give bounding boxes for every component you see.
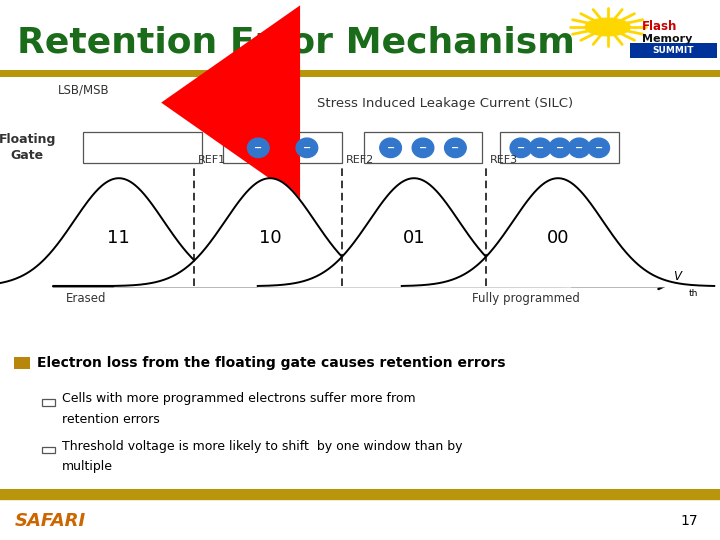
- Text: REF1: REF1: [198, 155, 226, 165]
- Text: Electron loss from the floating gate causes retention errors: Electron loss from the floating gate cau…: [37, 356, 505, 370]
- Text: V: V: [673, 271, 681, 284]
- Text: −: −: [419, 143, 427, 153]
- Text: Flash: Flash: [642, 21, 678, 33]
- Text: −: −: [575, 143, 583, 153]
- Text: −: −: [451, 143, 459, 153]
- Ellipse shape: [588, 138, 609, 158]
- Ellipse shape: [296, 138, 318, 158]
- Text: REF3: REF3: [490, 155, 518, 165]
- Bar: [14, 357, 30, 369]
- Bar: [83, 132, 202, 163]
- Text: REF2: REF2: [346, 155, 374, 165]
- Text: −: −: [595, 143, 603, 153]
- Ellipse shape: [530, 138, 552, 158]
- Text: 01: 01: [402, 228, 426, 247]
- Text: 00: 00: [546, 228, 570, 247]
- Circle shape: [585, 18, 630, 36]
- Text: Memory: Memory: [642, 34, 693, 44]
- Text: −: −: [517, 143, 525, 153]
- Text: LSB/MSB: LSB/MSB: [58, 84, 109, 97]
- Text: −: −: [387, 143, 395, 153]
- Bar: [42, 447, 55, 453]
- Text: multiple: multiple: [62, 460, 113, 473]
- Ellipse shape: [248, 138, 269, 158]
- Text: Fully programmed: Fully programmed: [472, 292, 580, 306]
- Text: Stress Induced Leakage Current (SILC): Stress Induced Leakage Current (SILC): [317, 97, 573, 110]
- Bar: [42, 399, 55, 406]
- Text: SUMMIT: SUMMIT: [652, 46, 694, 55]
- Ellipse shape: [444, 138, 467, 158]
- Text: Threshold voltage is more likely to shift  by one window than by: Threshold voltage is more likely to shif…: [62, 440, 462, 453]
- Bar: [364, 132, 482, 163]
- Text: 10: 10: [258, 228, 282, 247]
- Bar: [223, 132, 342, 163]
- Text: SAFARI: SAFARI: [14, 511, 86, 530]
- Text: −: −: [254, 143, 262, 153]
- Text: −: −: [303, 143, 311, 153]
- Bar: [630, 43, 716, 58]
- Text: 11: 11: [107, 228, 130, 247]
- Text: th: th: [689, 289, 698, 298]
- Ellipse shape: [510, 138, 531, 158]
- Ellipse shape: [569, 138, 590, 158]
- Text: Retention Error Mechanism: Retention Error Mechanism: [17, 25, 575, 59]
- Text: Cells with more programmed electrons suffer more from: Cells with more programmed electrons suf…: [62, 393, 415, 406]
- Ellipse shape: [380, 138, 402, 158]
- Bar: [500, 132, 619, 163]
- Text: 17: 17: [681, 514, 698, 528]
- Ellipse shape: [549, 138, 570, 158]
- Text: Floating
Gate: Floating Gate: [0, 133, 56, 161]
- Text: −: −: [536, 143, 544, 153]
- Ellipse shape: [412, 138, 433, 158]
- Text: Erased: Erased: [66, 292, 107, 306]
- Text: −: −: [556, 143, 564, 153]
- Text: retention errors: retention errors: [62, 413, 160, 426]
